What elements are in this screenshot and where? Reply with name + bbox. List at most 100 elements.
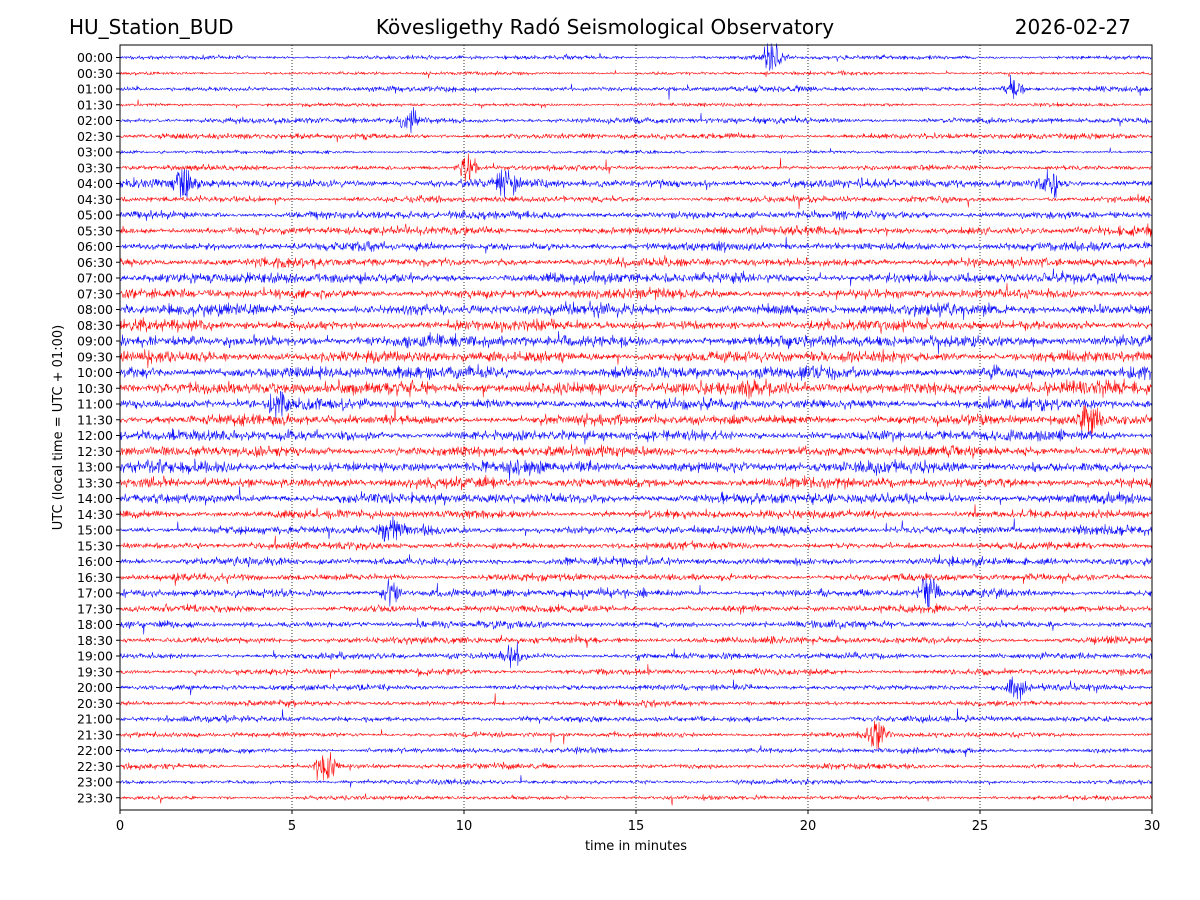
trace-row-0630 xyxy=(119,255,1153,270)
x-tick-label: 25 xyxy=(972,819,989,834)
row-time-label: 09:00 xyxy=(77,334,113,349)
trace-row-0030 xyxy=(119,69,1153,79)
trace-row-0930 xyxy=(119,348,1153,369)
trace-row-1300 xyxy=(119,458,1153,481)
row-time-label: 12:30 xyxy=(77,444,113,459)
row-time-label: 13:00 xyxy=(77,460,113,475)
row-time-label: 07:00 xyxy=(77,271,113,286)
trace-row-0400 xyxy=(119,169,1153,198)
row-time-label: 21:00 xyxy=(77,712,113,727)
trace-row-0000 xyxy=(119,43,1153,71)
row-time-label: 05:30 xyxy=(77,223,113,238)
x-axis-label: time in minutes xyxy=(585,839,687,854)
x-tick-label: 15 xyxy=(628,819,645,834)
row-time-label: 19:30 xyxy=(77,664,113,679)
chart-title: Kövesligethy Radó Seismological Observat… xyxy=(375,15,835,39)
row-time-label: 22:30 xyxy=(77,759,113,774)
row-time-label: 22:00 xyxy=(77,743,113,758)
trace-row-1630 xyxy=(119,572,1153,586)
row-time-label: 06:00 xyxy=(77,239,113,254)
trace-row-0330 xyxy=(119,153,1153,183)
row-time-label: 18:00 xyxy=(77,617,113,632)
row-time-label: 23:00 xyxy=(77,775,113,790)
trace-row-2230 xyxy=(119,751,1153,781)
trace-row-0730 xyxy=(119,282,1153,301)
trace-row-1430 xyxy=(119,504,1153,520)
trace-row-0130 xyxy=(119,99,1153,109)
row-time-label: 20:00 xyxy=(77,680,113,695)
row-time-label: 17:00 xyxy=(77,586,113,601)
trace-row-2030 xyxy=(119,693,1153,708)
row-time-label: 00:00 xyxy=(77,50,113,65)
row-time-label: 12:00 xyxy=(77,428,113,443)
grid-layer xyxy=(291,45,981,810)
row-time-label: 15:00 xyxy=(77,523,113,538)
row-time-label: 15:30 xyxy=(77,538,113,553)
trace-row-1500 xyxy=(119,515,1153,542)
trace-row-1230 xyxy=(119,444,1153,459)
row-time-label: 06:30 xyxy=(77,255,113,270)
trace-row-0700 xyxy=(119,268,1153,287)
x-tick-label: 5 xyxy=(288,819,296,834)
trace-row-1400 xyxy=(119,486,1153,506)
row-time-label: 05:00 xyxy=(77,208,113,223)
trace-layer xyxy=(119,43,1153,806)
row-time-label: 02:00 xyxy=(77,113,113,128)
row-time-label: 13:30 xyxy=(77,475,113,490)
row-time-label: 11:30 xyxy=(77,412,113,427)
row-time-label: 08:30 xyxy=(77,318,113,333)
trace-row-0500 xyxy=(119,209,1153,222)
trace-row-1000 xyxy=(119,363,1153,381)
row-time-label: 19:00 xyxy=(77,649,113,664)
trace-row-1330 xyxy=(119,474,1153,491)
trace-row-0800 xyxy=(119,300,1153,321)
trace-row-1130 xyxy=(119,405,1153,435)
y-axis-label: UTC (local time = UTC + 01:00) xyxy=(51,325,66,530)
row-time-label: 14:30 xyxy=(77,507,113,522)
row-time-label: 16:30 xyxy=(77,570,113,585)
row-time-label: 16:00 xyxy=(77,554,113,569)
trace-row-1830 xyxy=(119,634,1153,649)
trace-row-2200 xyxy=(119,745,1153,757)
row-time-label: 23:30 xyxy=(77,790,113,805)
row-time-label: 03:00 xyxy=(77,145,113,160)
row-time-label: 11:00 xyxy=(77,397,113,412)
row-time-label: 18:30 xyxy=(77,633,113,648)
date-label: 2026-02-27 xyxy=(1014,15,1131,39)
row-time-label: 01:30 xyxy=(77,97,113,112)
row-time-label: 03:30 xyxy=(77,160,113,175)
trace-row-1600 xyxy=(119,554,1153,568)
row-time-label: 20:30 xyxy=(77,696,113,711)
row-time-label: 04:30 xyxy=(77,192,113,207)
row-time-label: 04:00 xyxy=(77,176,113,191)
trace-row-1700 xyxy=(119,578,1153,608)
trace-row-0230 xyxy=(119,132,1153,143)
station-label: HU_Station_BUD xyxy=(69,15,234,39)
x-tick-label: 10 xyxy=(456,819,473,834)
trace-row-1030 xyxy=(119,378,1153,400)
trace-row-2130 xyxy=(119,720,1153,750)
trace-row-0600 xyxy=(119,236,1153,254)
trace-row-1530 xyxy=(119,535,1153,551)
trace-row-1800 xyxy=(119,617,1153,635)
row-time-label: 10:30 xyxy=(77,381,113,396)
trace-row-0300 xyxy=(119,147,1153,155)
row-time-label: 02:30 xyxy=(77,129,113,144)
trace-row-2300 xyxy=(119,775,1153,788)
row-time-label: 08:00 xyxy=(77,302,113,317)
row-time-label: 09:30 xyxy=(77,349,113,364)
x-tick-label: 30 xyxy=(1144,819,1161,834)
trace-row-2100 xyxy=(119,708,1153,724)
row-time-label: 17:30 xyxy=(77,601,113,616)
trace-row-2330 xyxy=(119,793,1153,806)
trace-row-0530 xyxy=(119,223,1153,238)
trace-row-1200 xyxy=(119,428,1153,445)
trace-row-0900 xyxy=(119,330,1153,355)
trace-row-1730 xyxy=(119,603,1153,615)
row-time-label: 07:30 xyxy=(77,286,113,301)
trace-row-1900 xyxy=(119,641,1153,669)
x-tick-label: 0 xyxy=(116,819,124,834)
x-tick-label: 20 xyxy=(800,819,817,834)
trace-row-1930 xyxy=(119,663,1153,679)
